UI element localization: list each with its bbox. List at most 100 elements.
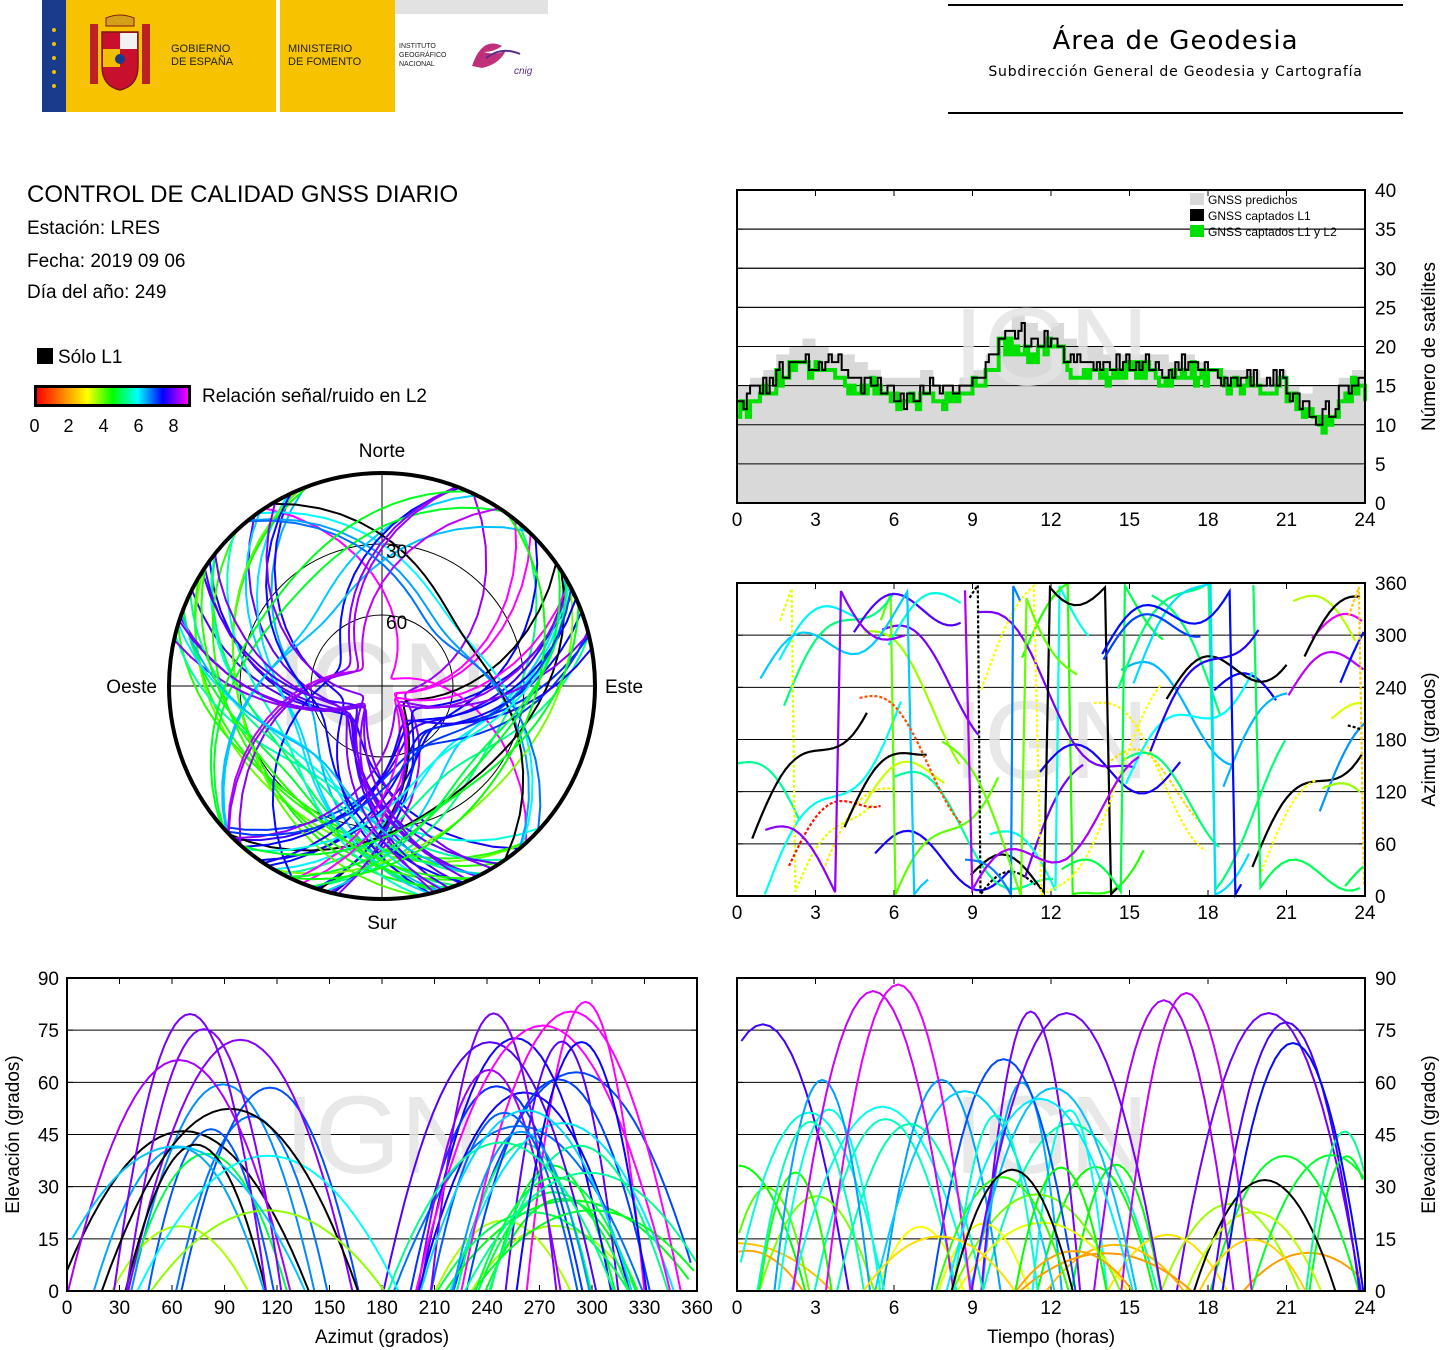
legend-label: GNSS captados L1 [1208, 209, 1311, 223]
satellite-track [1101, 587, 1243, 899]
legend-swatch [1190, 193, 1204, 205]
x-tick-label: 9 [967, 903, 978, 924]
satellite-track [214, 553, 443, 892]
satellite-track [1330, 701, 1361, 720]
satellite-track [222, 494, 477, 833]
satellite-track [945, 1097, 1134, 1292]
satellite-track [257, 511, 534, 847]
y-tick-label: 15 [1375, 377, 1396, 398]
y-tick-label: 0 [48, 1282, 59, 1303]
satellite-track [228, 570, 566, 852]
legend-swatch [1190, 225, 1204, 237]
y-tick-label: 15 [38, 1230, 59, 1251]
satellite-track [751, 712, 868, 840]
satellite-track [763, 701, 902, 895]
snr-tick: 2 [63, 416, 74, 436]
satellite-track [332, 591, 575, 895]
x-tick-label: 300 [576, 1298, 608, 1319]
x-tick-label: 12 [1040, 1298, 1061, 1319]
satellite-track [874, 829, 1011, 892]
satellite-track [231, 489, 420, 897]
satellite-track [226, 587, 573, 837]
x-tick-label: 24 [1354, 903, 1376, 924]
azimuth-time-chart: 0 60 120 180 240 300 360 0 3 6 9 12 15 18 21 24 Azimut (… [732, 574, 1440, 924]
satellite-track [790, 1105, 975, 1292]
x-tick-label: 15 [1119, 1298, 1140, 1319]
satellite-track [893, 770, 1053, 891]
satellite-track [980, 1010, 1082, 1292]
satellite-track [1321, 782, 1361, 793]
satellite-track [788, 799, 881, 867]
satellite-track [824, 983, 972, 1292]
satellite-track [1222, 692, 1288, 788]
plot-border [736, 977, 1366, 1292]
y-tick-label: 90 [1375, 969, 1396, 990]
satellite-track [136, 1154, 400, 1292]
satellite-track [1120, 991, 1253, 1292]
satellite-track [738, 1249, 804, 1292]
satellite-track [1303, 595, 1361, 657]
x-tick-label: 21 [1276, 510, 1297, 531]
satellite-track [415, 1024, 672, 1292]
x-tick-label: 270 [524, 1298, 556, 1319]
satellite-track [1344, 865, 1365, 887]
satellite-track [982, 1122, 1159, 1292]
y-tick-label: 0 [1375, 494, 1386, 515]
satellite-track [329, 493, 488, 894]
satellite-track [758, 1171, 833, 1292]
x-tick-label: 24 [1354, 1298, 1376, 1319]
area-title: Área de Geodesia [1052, 26, 1299, 56]
satellite-track [221, 631, 589, 831]
satellite-track [470, 1224, 638, 1292]
satellite-track [1021, 581, 1145, 896]
x-tick-label: 21 [1276, 1298, 1297, 1319]
y-tick-label: 60 [1375, 835, 1396, 856]
satellite-track [125, 1152, 288, 1292]
ring-label-30: 30 [386, 542, 407, 563]
satellite-track [301, 519, 518, 885]
satellite-track [1106, 1233, 1228, 1292]
satellite-track [452, 1071, 692, 1292]
satellite-count-chart: 0 5 10 15 20 25 30 35 40 0 3 6 9 12 15 18 21 24 Número de … [732, 181, 1440, 531]
satellite-track [950, 1168, 1074, 1292]
x-tick-label: 18 [1197, 510, 1218, 531]
y-tick-label: 10 [1375, 416, 1396, 437]
satellite-track [930, 1058, 1077, 1292]
satellite-track [1209, 1154, 1360, 1292]
x-tick-label: 180 [366, 1298, 398, 1319]
x-tick-label: 18 [1197, 1298, 1218, 1319]
area-box [948, 4, 1403, 114]
satellite-track [193, 577, 529, 860]
y-axis-label: Azimut (grados) [1419, 672, 1440, 806]
x-tick-label: 0 [732, 903, 743, 924]
satellite-track [1023, 763, 1084, 879]
satellite-track [209, 490, 469, 826]
x-tick-label: 0 [732, 1298, 743, 1319]
satellite-track [1102, 613, 1201, 661]
area-subtitle: Subdirección General de Geodesia y Carto… [988, 64, 1363, 80]
satellite-track [791, 990, 955, 1292]
satellite-track [200, 566, 474, 880]
satellite-track [864, 630, 961, 765]
satellite-track [1015, 1250, 1134, 1292]
satellite-track [1193, 1178, 1337, 1292]
plot-border [736, 189, 1366, 504]
y-axis-label: Número de satélites [1419, 262, 1440, 431]
satellite-track [150, 1209, 386, 1292]
x-tick-label: 60 [161, 1298, 182, 1319]
satellite-track [387, 1141, 615, 1292]
satellite-track [963, 590, 1140, 894]
satellite-track [180, 1086, 360, 1292]
satellite-track [1031, 1109, 1108, 1292]
satellite-track [127, 1038, 354, 1292]
satellite-track [738, 1186, 811, 1292]
x-axis-label: Tiempo (horas) [987, 1327, 1115, 1348]
satellite-track [1213, 672, 1277, 701]
y-tick-label: 360 [1375, 574, 1407, 595]
satellite-track [271, 502, 525, 861]
x-tick-label: 12 [1040, 903, 1061, 924]
y-tick-label: 0 [1375, 887, 1386, 908]
satellite-track [264, 507, 528, 843]
satellite-track [267, 611, 583, 867]
